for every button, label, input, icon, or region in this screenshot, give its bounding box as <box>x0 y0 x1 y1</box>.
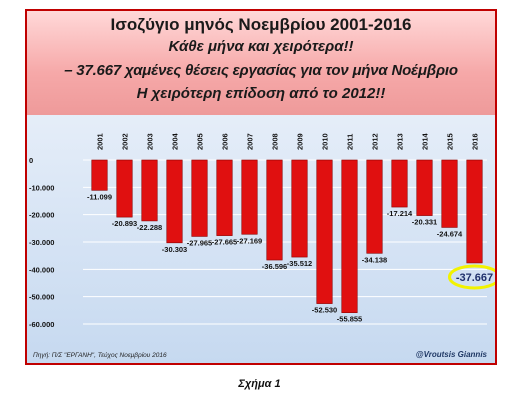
y-tick-label: -40.000 <box>29 265 54 274</box>
x-tick-label: 2002 <box>121 133 130 150</box>
x-tick-label: 2013 <box>396 133 405 150</box>
x-tick-label: 2015 <box>446 133 455 150</box>
data-label: -20.893 <box>112 219 137 228</box>
chart-subtitle-3: Η χειρότερη επίδοση από το 2012!! <box>136 85 386 102</box>
data-label: -17.214 <box>387 209 413 218</box>
data-label: -27.965 <box>187 238 212 247</box>
y-tick-label: -30.000 <box>29 238 54 247</box>
bar <box>316 159 333 304</box>
x-tick-label: 2007 <box>246 133 255 150</box>
data-label: -27.169 <box>237 236 262 245</box>
y-tick-label: -10.000 <box>29 183 54 192</box>
x-tick-label: 2016 <box>471 133 480 150</box>
x-tick-label: 2008 <box>271 133 280 150</box>
y-tick-label: -60.000 <box>29 320 54 329</box>
x-tick-label: 2011 <box>346 134 355 150</box>
bar <box>216 159 233 236</box>
x-tick-label: 2006 <box>221 133 230 150</box>
data-label: -30.303 <box>162 245 187 254</box>
bar <box>416 159 433 216</box>
x-tick-label: 2003 <box>146 133 155 150</box>
figure-caption: Σχήμα 1 <box>238 378 281 390</box>
bar <box>466 159 483 264</box>
bar <box>166 159 183 244</box>
y-axis-ticks: 0 -10.000 -20.000 -30.000 -40.000 -50.000 -60.… <box>29 156 54 329</box>
bar <box>91 159 108 191</box>
bar <box>366 159 383 254</box>
bar <box>191 159 208 237</box>
y-tick-label: -50.000 <box>29 293 54 302</box>
highlight-ring <box>448 264 495 290</box>
bar <box>241 159 258 235</box>
bar <box>441 159 458 228</box>
data-label: -20.331 <box>412 218 437 227</box>
bar <box>391 159 408 208</box>
bar <box>116 159 133 218</box>
data-label: -35.512 <box>287 259 312 268</box>
source-note: Πηγή: Π/Σ "ΕΡΓΑΝΗ", Τεύχος Νοεμβρίου 201… <box>33 352 167 359</box>
author-credit: @Vroutsis Giannis <box>415 350 487 359</box>
x-tick-label: 2001 <box>96 133 105 150</box>
data-label: -11.099 <box>87 192 112 201</box>
chart-title: Ισοζύγιο μηνός Νοεμβρίου 2001-2016 <box>110 15 412 34</box>
data-labels: -11.099 -20.893 -22.288 -30.303-27.965 -27.6… <box>87 192 495 324</box>
y-tick-label: 0 <box>29 156 33 165</box>
data-label: -55.855 <box>337 315 362 324</box>
data-label: -27.665 <box>212 238 237 247</box>
chart-header: Ισοζύγιο μηνός Νοεμβρίου 2001-2016 Κάθε … <box>27 11 495 115</box>
data-label-highlight: -37.667 <box>456 272 493 284</box>
data-label: -34.138 <box>362 255 387 264</box>
data-label: -52.530 <box>312 306 337 315</box>
data-label: -24.674 <box>437 229 463 238</box>
chart-subtitle-1: Κάθε μήνα και χειρότερα!! <box>168 38 354 55</box>
x-tick-label: 2012 <box>371 133 380 150</box>
bar-series <box>91 159 483 313</box>
x-tick-label: 2014 <box>421 132 430 150</box>
bar-chart: 0 -10.000 -20.000 -30.000 -40.000 -50.000 -60.… <box>29 132 495 329</box>
bar <box>341 159 358 313</box>
chart-subtitle-2: – 37.667 χαμένες θέσεις εργασίας για τον… <box>64 62 458 79</box>
x-axis-ticks: 2001 2002 2003 2004 2005 2006 2007 2008 2009 2010… <box>96 132 480 150</box>
data-label: -36.596 <box>262 262 287 271</box>
x-tick-label: 2010 <box>321 133 330 150</box>
bar <box>141 159 158 222</box>
bar <box>291 159 308 258</box>
data-label: -22.288 <box>137 223 162 232</box>
x-tick-label: 2009 <box>296 133 305 150</box>
bar <box>266 159 283 261</box>
x-tick-label: 2005 <box>196 133 205 150</box>
x-tick-label: 2004 <box>171 132 180 150</box>
chart-figure: Ισοζύγιο μηνός Νοεμβρίου 2001-2016 Κάθε … <box>25 9 497 365</box>
y-tick-label: -20.000 <box>29 211 54 220</box>
